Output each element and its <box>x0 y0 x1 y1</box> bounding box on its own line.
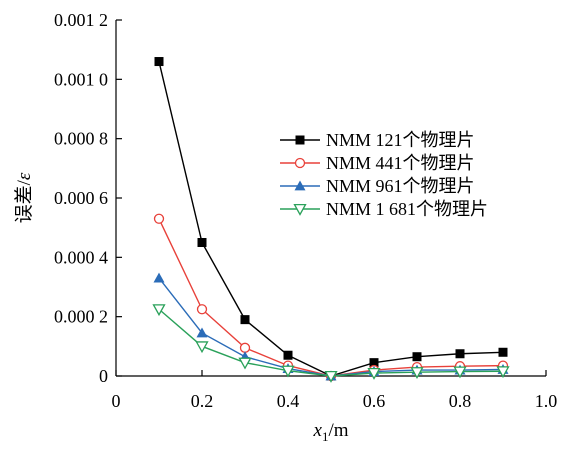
x-tick-label: 0.2 <box>191 391 214 411</box>
data-point <box>239 342 251 353</box>
data-point <box>153 213 165 224</box>
y-tick-label: 0.000 8 <box>54 129 108 149</box>
x-axis-title-unit: /m <box>328 420 348 441</box>
series-layer <box>152 57 510 383</box>
data-point <box>152 304 166 317</box>
x-tick-label: 1.0 <box>535 391 558 411</box>
legend-marker <box>295 135 305 145</box>
legend-label: NMM 961个物理片 <box>326 176 475 196</box>
legend-marker <box>294 157 306 169</box>
legend-marker <box>293 203 307 216</box>
data-point <box>498 347 508 357</box>
x-axis-title: x1/m <box>313 420 349 444</box>
x-tick-label: 0.4 <box>277 391 300 411</box>
series-4 <box>152 304 510 383</box>
y-tick-label: 0.001 2 <box>54 10 108 30</box>
legend-item-4: NMM 1 681个物理片 <box>280 199 488 219</box>
data-point <box>455 349 465 359</box>
data-point <box>197 238 207 247</box>
series-line <box>158 218 504 377</box>
legend-label: NMM 441个物理片 <box>326 153 475 173</box>
y-axis-title: 误差/ε <box>13 172 35 223</box>
y-tick-label: 0.000 6 <box>54 188 108 208</box>
data-point <box>324 370 338 383</box>
legend-item-3: NMM 961个物理片 <box>280 176 475 196</box>
data-point <box>412 352 422 362</box>
y-axis-title-main: 误差/ <box>13 179 35 223</box>
data-point <box>369 358 379 368</box>
legend: NMM 121个物理片 NMM 441个物理片 NMM 961个物理片 NMM 1 6… <box>280 130 488 219</box>
data-point <box>240 315 250 325</box>
legend-item-1: NMM 121个物理片 <box>280 130 475 150</box>
data-point <box>196 327 208 338</box>
axes: 0 0.000 2 0.000 4 0.000 6 0.000 8 0.001 0 0.00… <box>54 10 557 411</box>
data-point <box>196 304 208 315</box>
y-axis-title-symbol: ε <box>14 172 35 180</box>
data-point <box>238 357 252 370</box>
data-point <box>153 272 165 283</box>
data-point <box>496 366 510 379</box>
data-point <box>410 367 424 379</box>
x-axis-title-sub: 1 <box>322 429 329 444</box>
data-point <box>453 366 467 379</box>
legend-label: NMM 121个物理片 <box>326 130 475 150</box>
y-tick-label: 0 <box>99 366 108 386</box>
data-point <box>281 365 295 378</box>
x-tick-label: 0 <box>112 391 121 411</box>
legend-marker <box>294 180 306 191</box>
x-tick-label: 0.8 <box>449 391 472 411</box>
legend-item-2: NMM 441个物理片 <box>280 153 475 173</box>
data-point <box>283 350 293 360</box>
series-2 <box>153 213 509 382</box>
y-tick-label: 0.000 4 <box>54 247 108 267</box>
data-point <box>195 341 209 354</box>
x-axis-title-main: x <box>313 420 323 441</box>
y-tick-label: 0.000 2 <box>54 307 108 327</box>
legend-label: NMM 1 681个物理片 <box>326 199 488 219</box>
data-point <box>154 57 164 67</box>
x-tick-label: 0.6 <box>363 391 386 411</box>
data-point <box>367 367 381 380</box>
y-tick-label: 0.001 0 <box>54 69 108 89</box>
series-line <box>158 277 504 377</box>
